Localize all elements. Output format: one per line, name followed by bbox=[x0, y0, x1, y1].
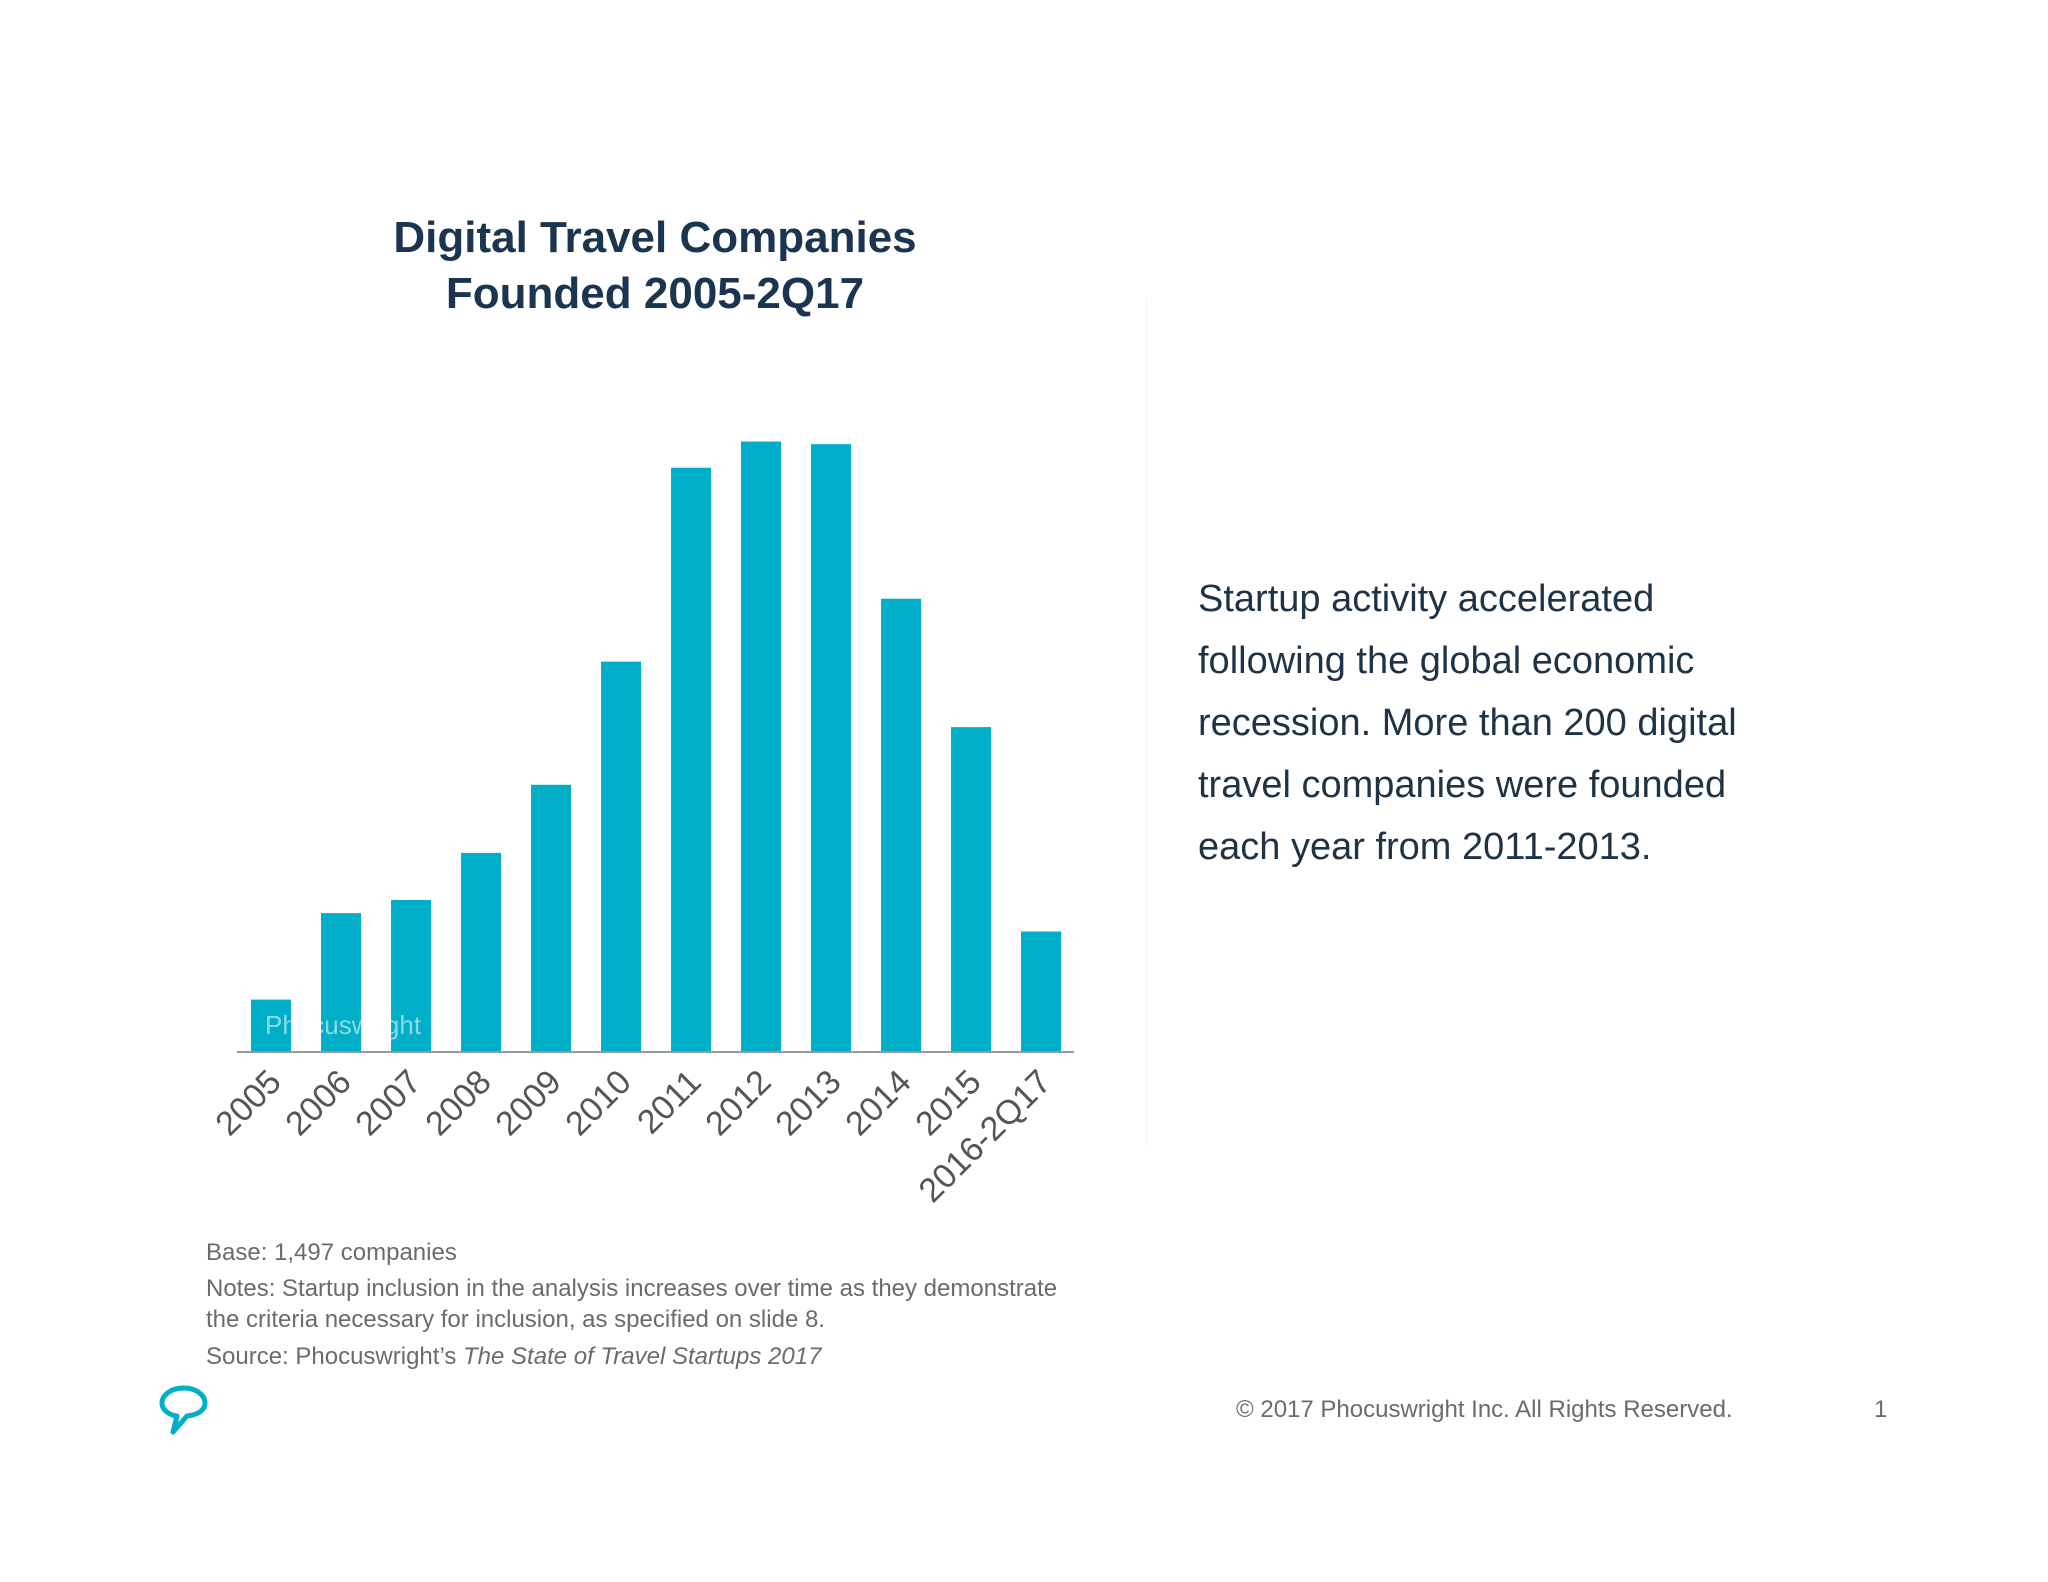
notes-line-2: the criteria necessary for inclusion, as… bbox=[206, 1306, 825, 1333]
bar-2013 bbox=[811, 444, 851, 1052]
x-tick-label-2008: 2008 bbox=[418, 1063, 498, 1143]
chart-title: Digital Travel Companies Founded 2005-2Q… bbox=[280, 210, 1030, 322]
x-tick-label-2007: 2007 bbox=[348, 1063, 428, 1143]
callout-line-5: each year from 2011-2013. bbox=[1198, 826, 1652, 868]
bar-2015 bbox=[951, 727, 991, 1052]
source-note: Source: Phocuswright’s The State of Trav… bbox=[206, 1341, 1156, 1372]
x-tick-label-2013: 2013 bbox=[768, 1063, 848, 1143]
x-tick-label-2011: 2011 bbox=[630, 1063, 709, 1142]
footnotes: Base: 1,497 companies Notes: Startup inc… bbox=[206, 1237, 1156, 1372]
bar-2012 bbox=[741, 441, 781, 1052]
divider bbox=[1146, 300, 1147, 1145]
bar-2007 bbox=[391, 900, 431, 1052]
bars-group bbox=[251, 441, 1061, 1052]
notes-line-1: Notes: Startup inclusion in the analysis… bbox=[206, 1275, 1058, 1302]
x-tick-label-2010: 2010 bbox=[558, 1063, 638, 1143]
base-note: Base: 1,497 companies bbox=[206, 1239, 457, 1266]
bar-2009 bbox=[531, 784, 571, 1052]
bar-2010 bbox=[601, 661, 641, 1052]
callout-line-2: following the global economic bbox=[1198, 640, 1695, 682]
speech-bubble-logo-icon bbox=[159, 1385, 208, 1435]
source-title: The State of Travel Startups 2017 bbox=[463, 1343, 822, 1370]
x-tick-label-2014: 2014 bbox=[838, 1063, 918, 1143]
chart-title-line-1: Digital Travel Companies bbox=[393, 213, 917, 262]
x-tick-label-2009: 2009 bbox=[488, 1063, 568, 1143]
bar-2011 bbox=[671, 467, 711, 1052]
bar-2005 bbox=[251, 999, 291, 1052]
x-tick-label-2005: 2005 bbox=[208, 1063, 288, 1143]
bar-2016-2Q17 bbox=[1021, 931, 1061, 1052]
bar-2014 bbox=[881, 598, 921, 1052]
bar-2008 bbox=[461, 852, 501, 1052]
callout-text: Startup activity accelerated following t… bbox=[1198, 568, 1838, 878]
chart-title-line-2: Founded 2005-2Q17 bbox=[445, 269, 865, 318]
x-tick-label-2006: 2006 bbox=[278, 1063, 358, 1143]
page-number: 1 bbox=[1874, 1396, 1888, 1423]
callout-line-4: travel companies were founded bbox=[1198, 764, 1727, 806]
bar-2006 bbox=[321, 913, 361, 1052]
bar-chart: Phocuswright 200520062007200820092010201… bbox=[208, 441, 1074, 1210]
watermark-text: Phocuswright bbox=[265, 1010, 422, 1040]
callout-line-1: Startup activity accelerated bbox=[1198, 578, 1655, 620]
source-prefix: Source: Phocuswright’s bbox=[206, 1343, 464, 1370]
callout-line-3: recession. More than 200 digital bbox=[1198, 702, 1737, 744]
x-tick-labels: 2005200620072008200920102011201220132014… bbox=[208, 1063, 1058, 1210]
copyright-text: © 2017 Phocuswright Inc. All Rights Rese… bbox=[1236, 1396, 1733, 1423]
x-tick-label-2012: 2012 bbox=[698, 1063, 778, 1143]
